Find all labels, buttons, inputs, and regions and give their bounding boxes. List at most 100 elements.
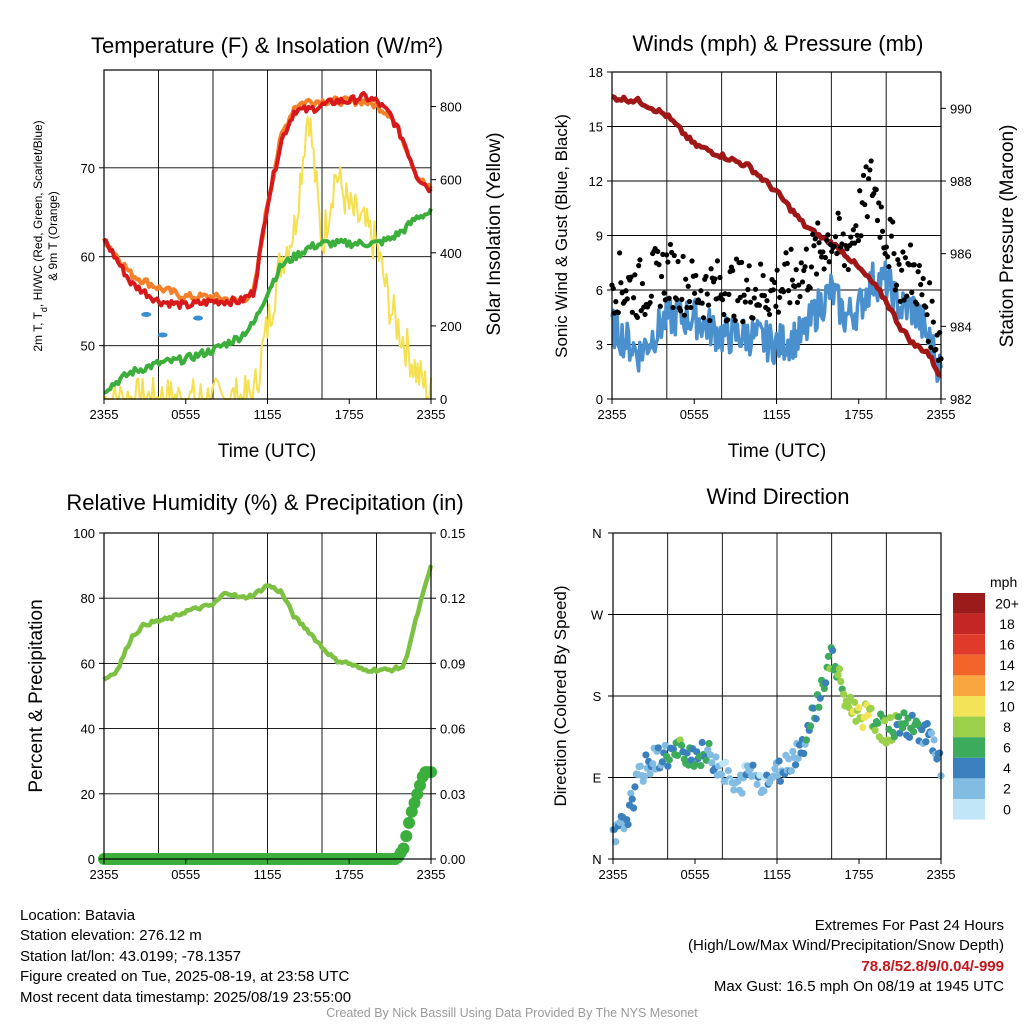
wind-direction-point xyxy=(678,741,686,749)
wind-gust-point xyxy=(629,309,635,315)
wind-gust-point xyxy=(731,313,737,319)
wind-direction-point xyxy=(930,736,938,744)
humidity-y-tick-label: 0 xyxy=(88,852,95,867)
wind-direction-point xyxy=(706,751,715,759)
wind-direction-y-axis-label: Direction (Colored By Speed) xyxy=(551,585,570,806)
wind-gust-point xyxy=(802,264,808,270)
wind-gust-point xyxy=(658,273,665,280)
pressure-y-tick-label: 982 xyxy=(950,392,972,407)
wind-gust-point xyxy=(916,262,923,269)
winds-x-tick-label: 1155 xyxy=(763,407,791,422)
wind-direction-point xyxy=(771,765,779,773)
wind-direction-point xyxy=(874,719,882,727)
wind-gust-point xyxy=(647,299,653,306)
wind-direction-point xyxy=(628,795,636,803)
wind-gust-point xyxy=(855,237,862,244)
pressure-y-tick-label: 986 xyxy=(950,247,972,262)
wind-gust-point xyxy=(874,217,881,224)
wind-gust-point xyxy=(774,267,780,273)
wind-gust-point xyxy=(914,301,920,307)
wind-direction-point xyxy=(886,713,894,722)
temperature-y-tick-label: 70 xyxy=(81,161,95,176)
wind-gust-point xyxy=(726,291,732,297)
wind-direction-point xyxy=(881,717,889,725)
wind-gust-point xyxy=(679,296,685,302)
wind-gust-point xyxy=(930,319,936,325)
wind-direction-point xyxy=(787,767,796,775)
wind-gust-point xyxy=(770,287,776,293)
wind-gust-point xyxy=(740,319,746,325)
wind-direction-point xyxy=(824,652,833,661)
wind-gust-point xyxy=(803,246,809,252)
precipitation-y-tick-label: 0.03 xyxy=(440,787,465,802)
wind-direction-point xyxy=(661,741,669,750)
wind-gust-point xyxy=(766,311,773,318)
wind-gust-point xyxy=(655,248,661,255)
speed-colorbar: 20+ 18 16 14 12 10 8 6 4 2 0 xyxy=(953,593,1019,820)
wind-direction-point xyxy=(730,786,738,794)
direction-x-tick-label: 0555 xyxy=(681,867,710,882)
wind-gust-point xyxy=(906,262,912,268)
wind-gust-point xyxy=(618,280,624,286)
wind-gust-point xyxy=(773,303,779,309)
colorbar-swatch xyxy=(953,675,985,696)
wind-gust-point xyxy=(835,210,841,216)
wind-gust-point xyxy=(877,234,883,240)
station-location: Location: Batavia xyxy=(20,907,136,924)
wind-direction-point xyxy=(927,729,935,737)
wind-gust-point xyxy=(811,243,817,249)
wind-gust-point xyxy=(714,258,721,264)
winds-y-tick-label: 6 xyxy=(596,283,603,298)
wind-gust-point xyxy=(699,300,705,306)
direction-y-tick-label: N xyxy=(592,526,601,541)
direction-x-tick-label: 2355 xyxy=(599,867,628,882)
wind-gust-point xyxy=(741,292,747,298)
temperature-y-axis-label-line2: & 9m T (Orange) xyxy=(46,191,60,281)
winds-x-tick-label: 0555 xyxy=(680,407,709,422)
wind-direction-point xyxy=(812,715,820,723)
wind-gust-point xyxy=(787,300,793,306)
colorbar-unit-label: mph xyxy=(990,574,1017,590)
wind-direction-point xyxy=(658,758,667,766)
wind-direction-point xyxy=(834,671,842,679)
wind-gust-point xyxy=(636,263,642,269)
wind-direction-point xyxy=(800,749,808,758)
wind-gust-point xyxy=(691,290,698,296)
wind-direction-point xyxy=(802,736,811,744)
colorbar-label: 6 xyxy=(1003,740,1011,756)
wind-gust-point xyxy=(826,259,832,265)
precipitation-y-tick-label: 0.15 xyxy=(440,526,465,541)
wind-gust-point xyxy=(656,262,662,268)
temperature-panel: Temperature (F) & Insolation (W/m²) 2355… xyxy=(31,33,505,462)
wind-direction-point xyxy=(749,761,757,769)
wind-direction-point xyxy=(900,709,908,717)
direction-x-tick-label: 1155 xyxy=(763,867,791,882)
wind-gust-point xyxy=(681,312,688,318)
station-info: Location: Batavia Station elevation: 276… xyxy=(20,906,351,1008)
humidity-x-tick-label: 0555 xyxy=(171,867,200,882)
wind-direction-panel: Wind Direction 2355 0555 1155 1755 2355NESWN… xyxy=(551,484,1019,882)
colorbar-label: 12 xyxy=(999,678,1015,694)
precipitation-y-tick-label: 0.12 xyxy=(440,591,465,606)
winds-panel-title: Winds (mph) & Pressure (mb) xyxy=(633,31,924,56)
temperature-y-tick-label: 50 xyxy=(81,339,95,354)
colorbar-swatch xyxy=(953,757,985,779)
wind-gust-point xyxy=(899,267,905,273)
winds-x-tick-label: 2355 xyxy=(598,407,627,422)
wind-gust-point xyxy=(915,269,921,275)
wind-gust-point xyxy=(751,295,757,301)
wind-direction-point xyxy=(708,759,716,767)
wind-gust-point xyxy=(807,285,813,291)
wind-gust-point xyxy=(919,292,925,298)
wind-direction-point xyxy=(760,787,768,795)
pressure-y-tick-label: 990 xyxy=(950,101,972,116)
wind-gust-point xyxy=(732,317,738,324)
wind-gust-point xyxy=(863,164,869,170)
colorbar-swatch xyxy=(953,696,985,717)
wind-gust-point xyxy=(689,258,695,264)
wind-gust-point xyxy=(745,286,751,293)
wind-gust-point xyxy=(816,240,822,246)
insolation-y-axis-label: Solar Insolation (Yellow) xyxy=(484,132,505,335)
wind-gust-point xyxy=(907,242,914,248)
wind-direction-panel-title: Wind Direction xyxy=(706,484,849,509)
